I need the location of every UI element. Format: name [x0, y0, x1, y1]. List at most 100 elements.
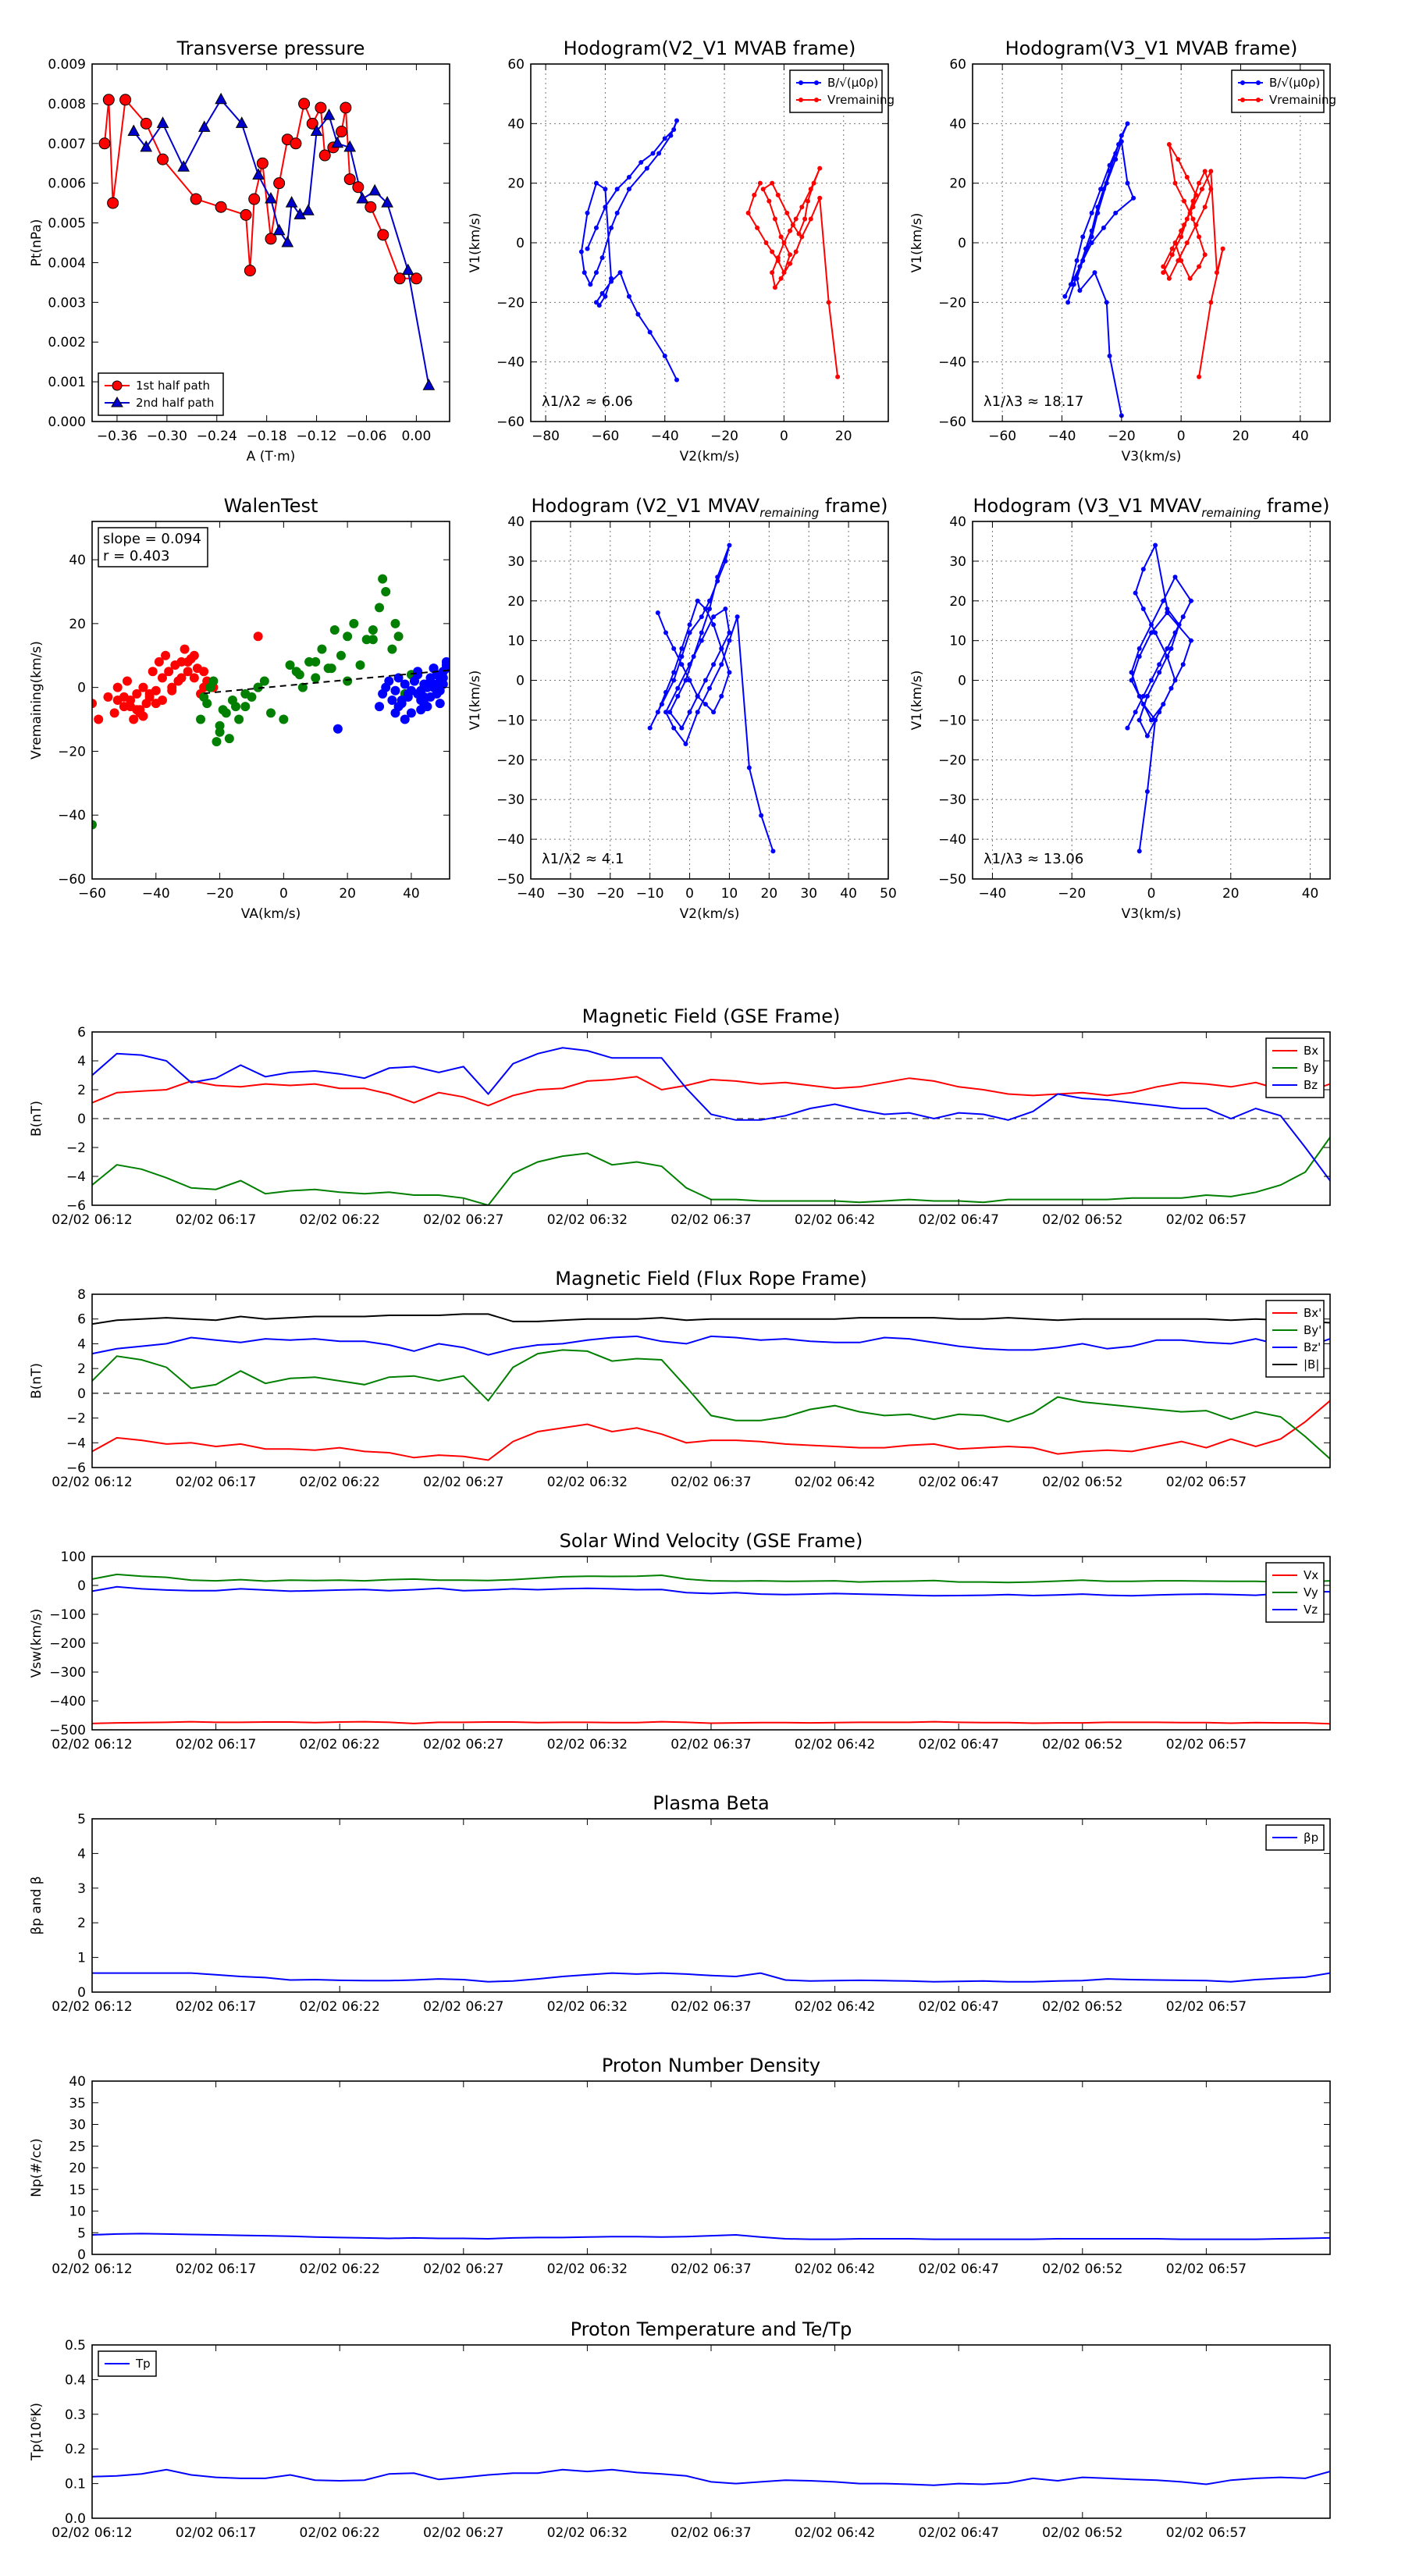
data-point — [719, 646, 724, 651]
plot-area — [92, 1313, 1330, 1461]
x-tick-label: 02/02 06:42 — [795, 1999, 875, 2015]
data-point — [1172, 630, 1178, 635]
data-point — [674, 377, 680, 382]
y-tick-label: 60 — [949, 57, 966, 73]
y-tick-label: −40 — [938, 355, 966, 371]
data-point — [1161, 702, 1166, 707]
x-tick-label: 0.00 — [401, 429, 431, 444]
data-point — [1187, 210, 1193, 215]
y-tick-label: 0.006 — [48, 176, 86, 192]
x-tick-label: 02/02 06:52 — [1042, 1475, 1122, 1490]
y-tick-label: 0.5 — [65, 2338, 86, 2354]
y-tick-label: −40 — [938, 832, 966, 848]
data-point-triangle — [381, 196, 393, 208]
series-line-0 — [1126, 543, 1193, 852]
x-tick-label: 02/02 06:37 — [670, 1212, 751, 1228]
data-point — [1172, 240, 1178, 245]
data-point — [1101, 225, 1106, 230]
x-tick-label: 02/02 06:12 — [52, 2261, 132, 2277]
data-point-circle — [102, 94, 115, 106]
data-point — [655, 710, 660, 715]
data-point — [763, 240, 769, 245]
data-point — [1089, 228, 1094, 233]
x-tick-label: 02/02 06:32 — [547, 2261, 628, 2277]
scatter-point — [157, 673, 167, 683]
data-point — [1136, 654, 1142, 660]
legend-marker — [1240, 98, 1245, 102]
legend: Vx Vy Vz — [1265, 1562, 1325, 1623]
y-tick-label: −500 — [49, 1723, 86, 1738]
y-tick-label: 0 — [77, 1985, 86, 2001]
y-tick-label: 0 — [77, 1386, 86, 1402]
x-tick-label: −0.24 — [197, 429, 237, 444]
data-point — [778, 234, 784, 240]
data-point — [699, 614, 704, 620]
x-tick-label: 02/02 06:42 — [795, 1737, 875, 1752]
data-point — [1165, 646, 1170, 651]
data-point — [808, 216, 813, 222]
data-point — [1133, 590, 1138, 596]
data-point — [650, 151, 656, 156]
data-point — [793, 216, 799, 222]
data-point-triangle — [356, 191, 368, 204]
scatter-point — [311, 673, 321, 683]
legend-label: 1st half path — [136, 379, 210, 393]
data-point — [671, 670, 677, 675]
data-point-circle — [273, 177, 286, 190]
stats-box — [98, 527, 208, 568]
data-point — [1172, 575, 1178, 580]
y-tick-label: 0.007 — [48, 137, 86, 152]
chart-title: Hodogram(V2_V1 MVAB frame) — [564, 37, 856, 59]
data-point — [663, 710, 669, 715]
legend-box — [789, 69, 883, 113]
y-tick-label: 0 — [77, 681, 86, 696]
plot-frame — [91, 521, 450, 880]
x-tick-label: 02/02 06:47 — [919, 1737, 999, 1752]
scatter-point — [157, 696, 167, 705]
data-point — [796, 231, 802, 237]
data-point — [1149, 717, 1154, 723]
scatter-point — [326, 664, 336, 674]
x-tick-label: 02/02 06:37 — [670, 2525, 751, 2541]
data-point — [1168, 646, 1174, 651]
data-point — [788, 261, 793, 266]
series-line-3 — [92, 1313, 1330, 1325]
data-point-triangle — [302, 204, 315, 215]
data-point — [683, 741, 688, 746]
data-point — [1208, 300, 1214, 305]
plot-frame — [91, 1818, 1331, 1993]
scatter-point — [425, 692, 436, 702]
data-point — [599, 290, 605, 296]
data-point — [679, 662, 685, 667]
scatter-point — [234, 714, 244, 724]
data-point — [835, 374, 841, 379]
data-point-circle — [343, 173, 356, 186]
scatter-point — [375, 702, 385, 712]
y-tick-label: −40 — [496, 355, 525, 371]
data-point — [711, 662, 717, 667]
scatter-point — [129, 714, 139, 724]
x-tick-label: 02/02 06:12 — [52, 1737, 132, 1752]
plot-area — [92, 2233, 1330, 2240]
data-point — [772, 216, 777, 222]
chart-title-main: Transverse pressure — [176, 37, 365, 59]
legend-label: |B| — [1304, 1357, 1319, 1372]
y-tick-label: −6 — [66, 1198, 86, 1214]
data-point — [679, 654, 685, 660]
x-tick-label: 02/02 06:57 — [1166, 2525, 1247, 2541]
data-point — [679, 646, 685, 651]
y-tick-label: 0.1 — [65, 2477, 86, 2492]
data-point — [727, 543, 732, 548]
y-tick-label: −20 — [496, 753, 525, 768]
data-point — [668, 133, 674, 138]
x-tick-label: 20 — [835, 429, 852, 444]
y-tick-label: 2 — [77, 1361, 86, 1377]
data-point — [808, 187, 813, 192]
x-tick-label: 02/02 06:47 — [919, 1212, 999, 1228]
x-tick-label: 20 — [761, 886, 778, 902]
data-point — [1184, 175, 1190, 180]
chart-title-main: Plasma Beta — [653, 1792, 769, 1814]
data-point — [1176, 622, 1182, 628]
x-tick-label: 02/02 06:42 — [795, 1475, 875, 1490]
y-tick-label: 40 — [949, 514, 966, 530]
